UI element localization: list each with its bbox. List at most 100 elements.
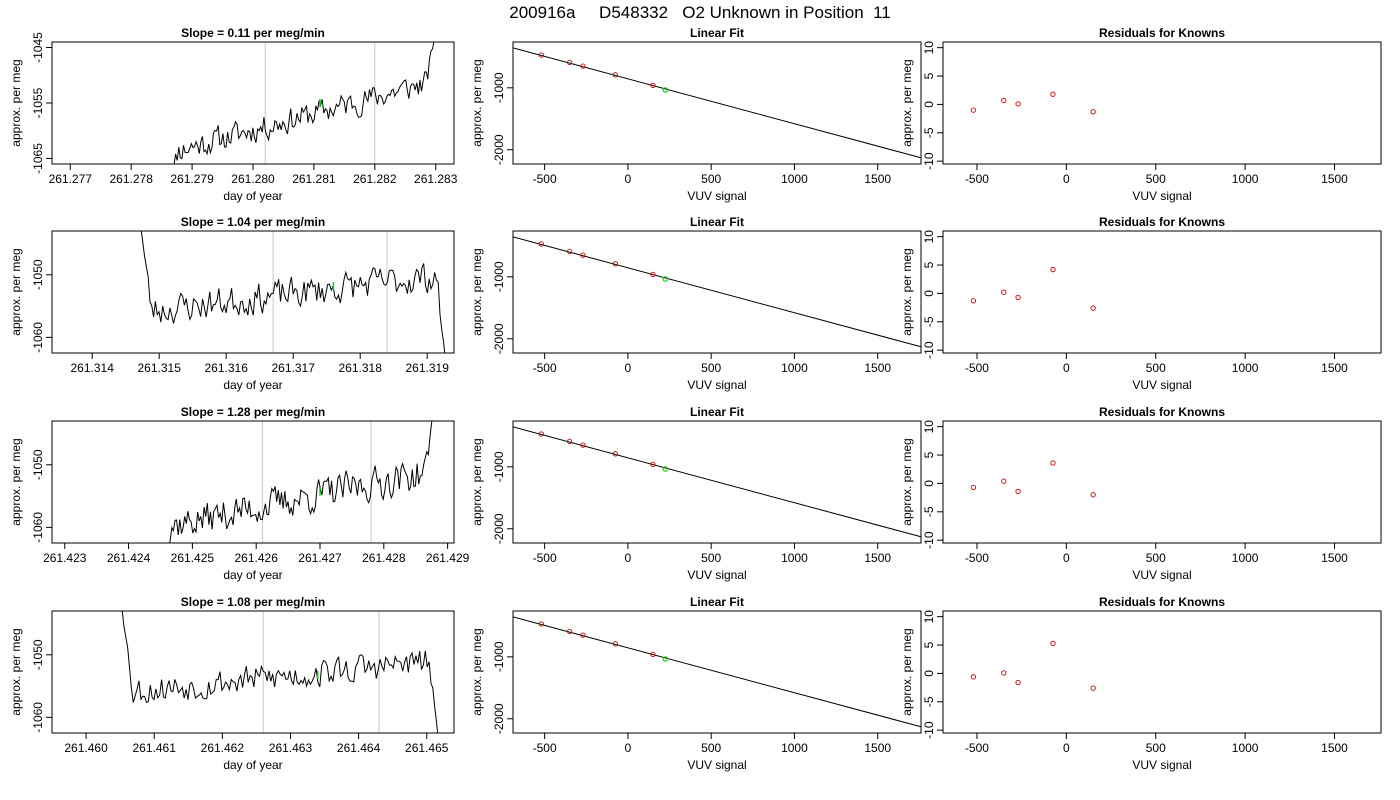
x-tick-label: 261.463 [269,741,313,755]
x-tick-label: 261.316 [205,361,249,375]
x-tick-label: 1500 [864,172,891,186]
x-axis-label: day of year [223,189,282,203]
residual-point [1050,91,1056,97]
x-tick-label: 500 [701,361,721,375]
panel-4: Slope = 1.04 per meg/min 261.314 261.315 26… [9,215,455,392]
x-tick-label: 500 [701,741,721,755]
panel-title: Linear Fit [690,405,744,419]
residual-point [1090,685,1096,691]
panel-title: Residuals for Knowns [1099,26,1225,40]
plot-frame [51,610,455,734]
plot-area [513,616,921,728]
x-tick-label: 261.465 [405,741,449,755]
x-tick-label: 261.464 [337,741,381,755]
y-tick-label: -5 [922,506,936,517]
unknown-point [662,276,669,282]
y-tick-label: 5 [922,72,936,79]
residual-point [1090,492,1096,498]
panel-10: Slope = 1.08 per meg/min 261.460 261.461 26… [9,595,455,772]
unknown-point [662,87,669,93]
panel-title: Slope = 1.08 per meg/min [181,595,325,609]
known-point [580,442,586,448]
y-axis-label: approx. per meg [9,438,23,525]
x-tick-label: -500 [533,172,557,186]
plot-area [173,42,435,164]
x-tick-label: 1500 [864,361,891,375]
unknown-point [662,466,669,472]
y-axis-label: approx. per meg [470,628,484,715]
x-tick-label: 500 [1146,741,1166,755]
x-tick-label: 261.426 [234,551,278,565]
x-tick-label: 1000 [781,172,808,186]
x-tick-label: 1000 [1232,741,1259,755]
x-tick-label: 0 [625,172,632,186]
panel-8: Linear Fit -500 0 500 1000 1500 -1000 -2000 VUV … [470,405,922,582]
x-tick-label: 261.460 [64,741,108,755]
x-tick-label: 1000 [1232,172,1259,186]
residual-point [970,298,977,304]
x-tick-label: 1000 [1232,551,1259,565]
plot-area [140,231,446,353]
plot-area [970,91,1096,115]
panel-title: Residuals for Knowns [1099,405,1225,419]
x-tick-label: -500 [533,741,557,755]
residual-point [1001,670,1007,676]
known-point [538,52,544,58]
x-tick-label: 261.281 [292,172,336,186]
x-tick-label: 0 [1063,551,1070,565]
residual-point [1090,109,1096,115]
x-tick-label: -500 [533,361,557,375]
panel-title: Residuals for Knowns [1099,595,1225,609]
known-point [650,651,656,658]
y-tick-label: -10 [922,341,936,359]
y-axis-label: approx. per meg [470,438,484,525]
y-tick-label: -1045 [31,32,45,63]
y-tick-label: -2000 [492,134,506,165]
panel-title: Slope = 1.04 per meg/min [181,215,325,229]
y-tick-label: 5 [922,261,936,268]
x-tick-label: 500 [1146,361,1166,375]
y-tick-label: 0 [922,290,936,297]
plot-frame [51,420,455,544]
y-axis-label: approx. per meg [900,628,914,715]
x-axis-label: VUV signal [687,189,746,203]
x-tick-label: 261.282 [353,172,397,186]
x-tick-label: 261.425 [171,551,215,565]
x-tick-label: 261.279 [170,172,214,186]
y-tick-label: -1000 [492,451,506,482]
known-point [538,621,544,627]
residual-point [1015,488,1021,495]
y-axis-label: approx. per meg [9,248,23,335]
y-axis-label: approx. per meg [900,438,914,525]
known-point [566,59,573,66]
x-tick-label: 261.462 [201,741,245,755]
panel-title: Residuals for Knowns [1099,215,1225,229]
x-tick-label: 0 [1063,361,1070,375]
x-tick-label: -500 [965,361,989,375]
x-tick-label: 1500 [1321,551,1348,565]
x-tick-label: -500 [965,551,989,565]
x-tick-label: 261.423 [43,551,87,565]
residual-point [1015,294,1021,301]
signal-trace [121,611,439,733]
x-tick-label: -500 [965,741,989,755]
y-tick-label: -2000 [492,513,506,544]
x-tick-label: 261.280 [231,172,275,186]
x-axis-label: VUV signal [687,758,746,772]
panel-3: Residuals for Knowns -500 0 500 1000 1500 10 5 0… [900,26,1382,203]
x-tick-label: -500 [533,551,557,565]
x-tick-label: 261.283 [414,172,458,186]
y-tick-label: -5 [922,696,936,707]
known-point [566,628,573,635]
x-tick-label: 500 [701,172,721,186]
x-tick-label: 0 [625,551,632,565]
x-tick-label: 261.461 [133,741,177,755]
residual-point [1001,289,1007,295]
x-axis-label: day of year [223,758,282,772]
signal-trace [169,421,433,543]
panel-2: Linear Fit -500 0 500 1000 1500 -1000 -2000 VUV … [470,26,922,203]
x-tick-label: 1500 [864,551,891,565]
x-tick-label: 1500 [1321,741,1348,755]
x-tick-label: 261.317 [272,361,316,375]
panel-title: Linear Fit [690,26,744,40]
